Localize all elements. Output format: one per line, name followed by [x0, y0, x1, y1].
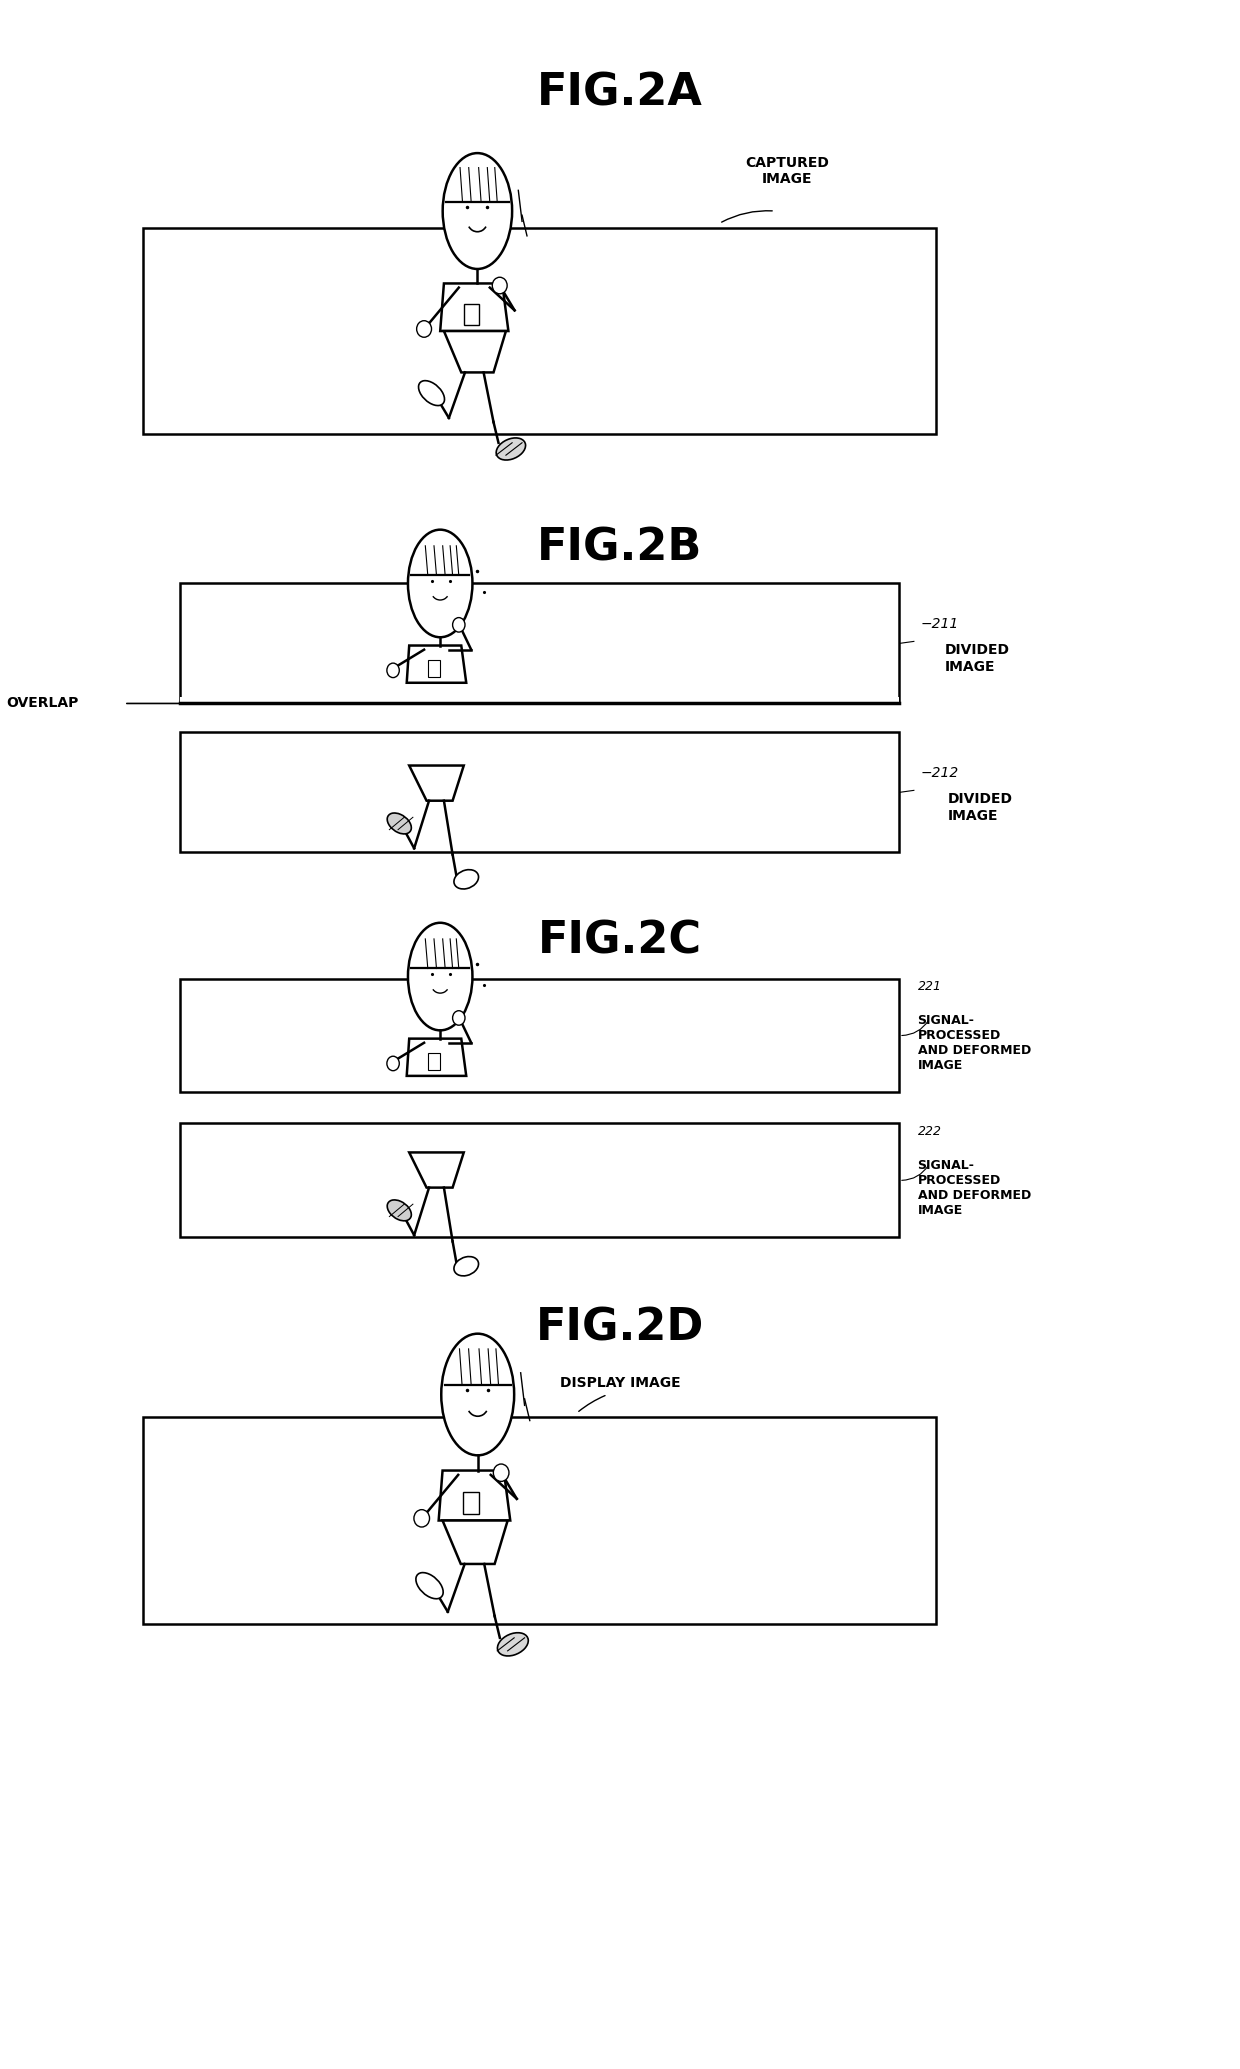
Ellipse shape	[387, 664, 399, 679]
FancyBboxPatch shape	[180, 697, 899, 710]
FancyBboxPatch shape	[180, 732, 899, 852]
Ellipse shape	[387, 813, 412, 834]
FancyBboxPatch shape	[180, 583, 899, 703]
Ellipse shape	[454, 869, 479, 890]
Circle shape	[443, 153, 512, 269]
FancyBboxPatch shape	[143, 1417, 936, 1624]
Text: DIVIDED
IMAGE: DIVIDED IMAGE	[945, 643, 1009, 674]
Ellipse shape	[417, 321, 432, 337]
Ellipse shape	[453, 619, 465, 633]
Ellipse shape	[387, 1200, 412, 1221]
Polygon shape	[439, 1471, 511, 1521]
Ellipse shape	[494, 1465, 508, 1481]
Ellipse shape	[497, 1632, 528, 1655]
Text: 221: 221	[918, 981, 941, 993]
Ellipse shape	[419, 381, 444, 406]
Ellipse shape	[492, 277, 507, 294]
Ellipse shape	[496, 439, 526, 459]
Text: DIVIDED
IMAGE: DIVIDED IMAGE	[947, 792, 1012, 823]
FancyBboxPatch shape	[180, 979, 899, 1092]
Polygon shape	[443, 1521, 507, 1564]
Text: OVERLAP: OVERLAP	[6, 697, 78, 710]
Text: FIG.2D: FIG.2D	[536, 1308, 704, 1349]
Text: −211: −211	[920, 617, 959, 631]
Text: SIGNAL-
PROCESSED
AND DEFORMED
IMAGE: SIGNAL- PROCESSED AND DEFORMED IMAGE	[918, 1014, 1030, 1072]
Text: DISPLAY IMAGE: DISPLAY IMAGE	[559, 1376, 681, 1390]
Ellipse shape	[453, 1012, 465, 1026]
Circle shape	[408, 530, 472, 637]
Polygon shape	[409, 1152, 464, 1188]
Ellipse shape	[454, 1256, 479, 1277]
FancyBboxPatch shape	[180, 697, 899, 710]
Ellipse shape	[414, 1510, 429, 1527]
FancyBboxPatch shape	[180, 1123, 899, 1237]
Ellipse shape	[387, 1055, 399, 1072]
Text: FIG.2C: FIG.2C	[538, 921, 702, 962]
Polygon shape	[407, 646, 466, 683]
Circle shape	[408, 923, 472, 1030]
Ellipse shape	[415, 1572, 443, 1599]
Polygon shape	[407, 1039, 466, 1076]
FancyBboxPatch shape	[143, 228, 936, 434]
Text: −212: −212	[920, 766, 959, 780]
Polygon shape	[409, 766, 464, 801]
Polygon shape	[444, 331, 506, 372]
Text: 222: 222	[918, 1126, 941, 1138]
Text: SIGNAL-
PROCESSED
AND DEFORMED
IMAGE: SIGNAL- PROCESSED AND DEFORMED IMAGE	[918, 1159, 1030, 1217]
Text: FIG.2B: FIG.2B	[537, 528, 703, 569]
Text: FIG.2A: FIG.2A	[537, 72, 703, 114]
Polygon shape	[440, 283, 508, 331]
Text: CAPTURED
IMAGE: CAPTURED IMAGE	[745, 155, 830, 186]
Circle shape	[441, 1335, 515, 1455]
